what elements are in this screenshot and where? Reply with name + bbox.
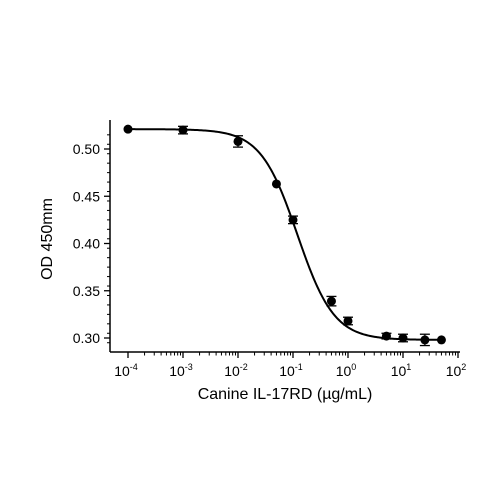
x-tick-label: 101 [391,362,412,379]
error-bars [178,125,430,347]
data-point [381,331,391,341]
y-tick-label: 0.50 [73,141,100,157]
axes [104,120,460,358]
y-axis-label: OD 450mm [39,198,56,280]
y-tick-label: 0.35 [73,283,100,299]
data-point [288,215,298,225]
data-point [178,125,188,135]
x-tick-label: 10-1 [279,362,303,379]
data-point [123,124,133,134]
y-tick-label: 0.30 [73,330,100,346]
data-point [326,296,336,306]
x-tick-label: 102 [446,362,467,379]
data-point [271,179,281,189]
fit-curve-line [128,128,442,341]
data-point [420,335,430,345]
data-point [233,136,243,146]
x-tick-label: 10-4 [114,362,138,379]
data-point [398,333,408,343]
data-points [123,124,446,345]
x-axis-label: Canine IL-17RD (µg/mL) [198,386,373,403]
x-tick-label: 100 [336,362,357,379]
data-point [436,335,446,345]
data-point [343,316,353,326]
y-tick-label: 0.40 [73,236,100,252]
x-tick-label: 10-3 [169,362,193,379]
y-tick-label: 0.45 [73,188,100,204]
y-tick-labels: 0.30 0.35 0.40 0.45 0.50 [73,141,100,346]
x-tick-label: 10-2 [224,362,248,379]
fit-curve [128,128,442,341]
x-tick-labels: 10-4 10-3 10-2 10-1 100 101 102 [114,362,466,379]
